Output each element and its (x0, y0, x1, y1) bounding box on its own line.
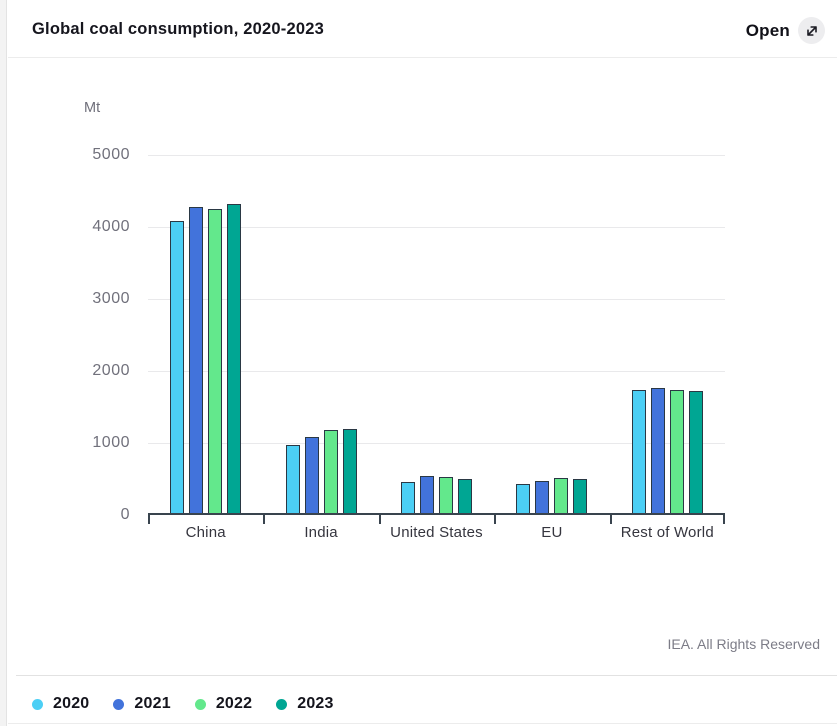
chart-legend: 2020 2021 2022 2023 (32, 695, 334, 713)
gridline (148, 443, 725, 444)
bar-china-2022[interactable] (208, 209, 223, 513)
x-axis-tick (263, 515, 266, 524)
category-label: China (185, 524, 226, 541)
y-axis-unit-label: Mt (84, 100, 101, 116)
bar-eu-2020[interactable] (516, 484, 531, 513)
category-label: India (304, 524, 338, 541)
bar-rest-of-world-2020[interactable] (631, 389, 646, 513)
page-title: Global coal consumption, 2020-2023 (32, 20, 324, 38)
y-tick-label: 5000 (92, 146, 130, 163)
y-tick-label: 2000 (92, 362, 130, 379)
bar-united-states-2020[interactable] (401, 482, 415, 513)
legend-dot (32, 698, 43, 710)
bar-china-2020[interactable] (170, 220, 185, 513)
bar-rest-of-world-2023[interactable] (688, 390, 703, 513)
legend-dot (194, 698, 206, 710)
bar-united-states-2023[interactable] (458, 479, 472, 513)
bar-india-2022[interactable] (323, 430, 338, 513)
bar-eu-2023[interactable] (573, 479, 588, 513)
gridline (148, 299, 725, 300)
legend-item-label: 2023 (297, 695, 334, 712)
page-edge-strip (0, 0, 7, 726)
bar-india-2020[interactable] (285, 445, 300, 513)
open-button[interactable]: Open (746, 17, 825, 44)
bar-chart-plot-area (148, 155, 725, 524)
legend-dot (276, 698, 288, 710)
legend-item-2023[interactable]: 2023 (276, 695, 333, 713)
y-tick-label: 0 (120, 506, 130, 523)
bottom-divider (8, 723, 837, 724)
y-tick-label: 3000 (92, 290, 130, 307)
legend-item-2020[interactable]: 2020 (32, 695, 89, 713)
category-label: EU (541, 524, 563, 541)
legend-item-label: 2021 (134, 695, 171, 712)
y-tick-label: 4000 (92, 218, 130, 235)
bar-united-states-2022[interactable] (439, 477, 453, 513)
bar-united-states-2021[interactable] (420, 476, 434, 513)
x-axis-tick (148, 515, 150, 524)
bar-rest-of-world-2022[interactable] (669, 389, 684, 513)
expand-diagonal-icon[interactable] (798, 17, 825, 44)
x-axis-tick (494, 515, 497, 524)
header-divider (8, 57, 837, 58)
bar-rest-of-world-2021[interactable] (650, 388, 665, 513)
copyright-note: IEA. All Rights Reserved (667, 636, 820, 652)
bar-eu-2022[interactable] (554, 477, 569, 513)
bar-china-2023[interactable] (227, 204, 242, 513)
legend-item-label: 2022 (215, 695, 253, 712)
category-label: Rest of World (620, 524, 714, 541)
bar-eu-2021[interactable] (535, 480, 550, 513)
legend-item-2021[interactable]: 2021 (113, 695, 171, 713)
legend-divider (16, 675, 837, 676)
bar-india-2023[interactable] (342, 428, 357, 513)
gridline (148, 371, 725, 372)
open-button-label: Open (745, 20, 790, 40)
x-axis-tick (378, 515, 381, 524)
y-tick-label: 1000 (92, 434, 130, 451)
legend-item-2022[interactable]: 2022 (194, 695, 253, 713)
bar-china-2021[interactable] (189, 207, 204, 513)
gridline (148, 155, 725, 156)
bar-india-2021[interactable] (304, 437, 319, 513)
x-axis-tick (609, 515, 612, 524)
category-label: United States (390, 524, 483, 541)
x-axis-tick (723, 515, 725, 524)
legend-dot (113, 698, 125, 710)
gridline (148, 227, 725, 228)
legend-item-label: 2020 (53, 695, 90, 712)
